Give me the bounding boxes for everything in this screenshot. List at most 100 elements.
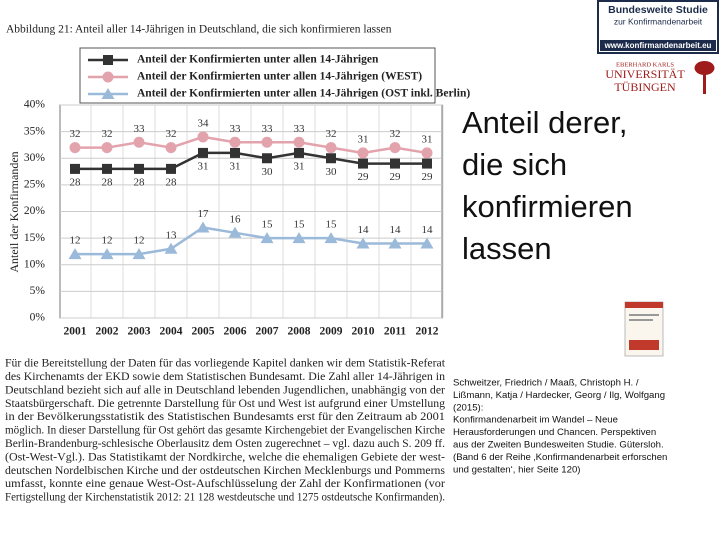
data-label: 15: [262, 219, 274, 231]
data-point: [70, 163, 80, 174]
data-label: 28: [134, 176, 146, 188]
data-label: 33: [134, 123, 146, 135]
citation-line: Lißmann, Katja / Hardecker, Georg / Ilg,…: [453, 390, 665, 401]
data-point: [165, 142, 177, 154]
data-point: [230, 147, 240, 158]
data-label: 30: [262, 166, 274, 178]
x-tick-label: 2002: [96, 326, 119, 338]
data-point: [103, 55, 113, 65]
data-point: [292, 232, 306, 244]
data-point: [68, 248, 82, 260]
data-point: [421, 147, 433, 159]
series-line: [75, 226, 427, 256]
series-line: [75, 151, 427, 171]
x-tick-label: 2012: [416, 326, 439, 338]
data-point: [101, 142, 113, 154]
y-tick-label: 10%: [24, 258, 46, 270]
data-label: 28: [102, 176, 114, 188]
y-tick-label: 15%: [24, 232, 46, 244]
data-label: 29: [422, 171, 434, 183]
data-label: 33: [262, 123, 274, 135]
footnote-line: Berlin-Brandenburg-schlesische Oberlausi…: [5, 438, 445, 450]
university-line: EBERHARD KARLS: [616, 61, 674, 68]
chart-title: Abbildung 21: Anteil aller 14-Jährigen i…: [6, 24, 392, 36]
data-point: [166, 163, 176, 174]
data-point: [102, 71, 114, 83]
footnote-line: möglich. In dieser Darstellung für Ost g…: [5, 425, 445, 437]
x-tick-label: 2005: [192, 326, 215, 338]
data-label: 12: [134, 235, 145, 247]
data-point: [196, 221, 210, 233]
data-point: [164, 242, 178, 254]
logo-url-bar: [600, 40, 716, 51]
data-label: 12: [102, 235, 113, 247]
data-point: [198, 147, 208, 158]
data-label: 33: [230, 123, 242, 135]
slide-heading: Anteil derer,: [462, 105, 627, 140]
data-point: [324, 232, 338, 244]
slide-heading: lassen: [462, 231, 552, 266]
data-label: 31: [198, 160, 209, 172]
data-point: [100, 248, 114, 260]
slide-heading: konfirmieren: [462, 189, 633, 224]
data-label: 34: [198, 117, 210, 129]
data-point: [229, 136, 241, 148]
x-tick-label: 2011: [384, 326, 407, 338]
data-label: 33: [294, 123, 306, 135]
data-label: 30: [326, 166, 338, 178]
data-label: 16: [230, 213, 242, 225]
data-point: [326, 153, 336, 164]
x-tick-label: 2003: [128, 326, 151, 338]
legend-label: Anteil der Konfirmierten unter allen 14-…: [137, 71, 422, 83]
x-tick-label: 2009: [320, 326, 343, 338]
y-tick-label: 30%: [24, 152, 46, 164]
legend-box: [79, 47, 436, 104]
university-line: TÜBINGEN: [614, 80, 676, 94]
x-tick-label: 2010: [352, 326, 375, 338]
legend-label: Anteil der Konfirmierten unter allen 14-…: [137, 88, 470, 100]
footnote-line: (Ost-West-Vgl.). Das Statistikamt der No…: [5, 451, 445, 463]
data-label: 32: [390, 128, 401, 140]
x-tick-label: 2007: [256, 326, 279, 338]
data-label: 31: [294, 160, 305, 172]
citation-line: (2015):: [453, 402, 483, 413]
data-label: 14: [390, 224, 402, 236]
data-point: [197, 131, 209, 143]
y-tick-label: 40%: [24, 99, 46, 111]
data-label: 12: [70, 235, 81, 247]
data-label: 29: [390, 171, 402, 183]
data-point: [262, 153, 272, 164]
x-tick-label: 2001: [64, 326, 87, 338]
university-emblem: [694, 61, 715, 94]
footnote-line: Staatsbürgerschaft. Die getrennte Darste…: [5, 398, 445, 410]
data-label: 28: [70, 176, 82, 188]
slide-heading: die sich: [462, 147, 567, 182]
data-point: [261, 136, 273, 148]
logo-subtitle: zur Konfirmandenarbeit: [614, 16, 703, 26]
legend-label: Anteil der Konfirmierten unter allen 14-…: [137, 54, 379, 66]
data-label: 14: [422, 224, 434, 236]
y-tick-label: 20%: [24, 205, 46, 217]
data-point: [294, 147, 304, 158]
citation-line: Schweitzer, Friedrich / Maaß, Christoph …: [453, 378, 639, 389]
data-point: [260, 232, 274, 244]
footnote-line: Fertigstellung der Kirchenstatistik 2012…: [5, 492, 445, 504]
data-label: 32: [326, 128, 337, 140]
logo-url: www.konfirmandenarbeit.eu: [604, 41, 712, 50]
citation-line: und gestalten‘, hier Seite 120): [453, 464, 580, 475]
data-point: [132, 248, 146, 260]
y-tick-label: 0%: [30, 312, 46, 324]
data-point: [293, 136, 305, 148]
data-label: 32: [70, 128, 81, 140]
footnote-line: in der Bevölkerungsstatistik des Statist…: [5, 411, 445, 423]
citation-line: Konfirmandenarbeit im Wandel – Neue: [453, 415, 618, 426]
y-axis-label: Anteil der Konfirmanden: [7, 151, 21, 272]
y-tick-label: 25%: [24, 179, 46, 191]
university-line: UNIVERSITÄT: [605, 67, 685, 81]
data-label: 31: [358, 133, 369, 145]
citation-line: Herausforderungen und Chancen. Perspekti…: [453, 427, 656, 438]
data-point: [228, 226, 242, 238]
data-point: [102, 163, 112, 174]
footnote-line: umfasst, konnte eine genaue West-Ost-Auf…: [5, 478, 445, 490]
